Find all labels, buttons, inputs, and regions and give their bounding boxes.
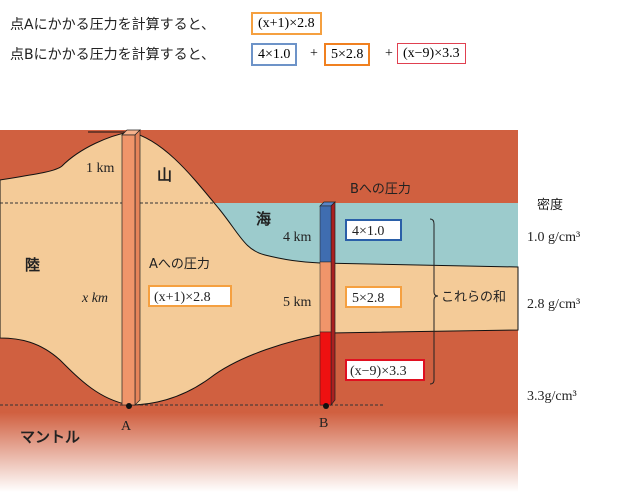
point-b-dot: [323, 403, 329, 409]
crust-depth-label: x km: [81, 291, 108, 306]
mantle-label: マントル: [20, 428, 80, 446]
column-b-crust-segment: [319, 261, 332, 333]
density-sea: 1.0 g/cm³: [527, 230, 580, 245]
pressure-a-formula: (x+1)×2.8: [154, 290, 211, 305]
point-a-label: A: [121, 419, 132, 434]
pressure-a-formula-box: [148, 285, 232, 307]
column-b-sea-segment: [319, 205, 332, 263]
sea-label: 海: [256, 210, 271, 228]
column-b: [319, 201, 336, 406]
density-mantle: 3.3g/cm³: [527, 389, 577, 404]
sea-depth-label: 4 km: [283, 230, 312, 245]
crust-b-depth-label: 5 km: [283, 295, 312, 310]
formula-b-term-2: 5×2.8: [324, 43, 371, 66]
point-a-dot: [126, 403, 132, 409]
density-header: 密度: [537, 197, 563, 213]
formula-a-box: (x+1)×2.8: [251, 12, 322, 35]
pressure-a-label: Aへの圧力: [149, 257, 210, 272]
formula-b-term-3: (x−9)×3.3: [397, 43, 466, 64]
pressure-b-label: Bへの圧力: [350, 182, 411, 197]
line-b-text: 点Bにかかる圧力を計算すると、: [10, 47, 216, 63]
column-a: [121, 129, 141, 406]
pressure-b-term-2-box: [345, 286, 402, 308]
mountain-label: 山: [157, 166, 172, 184]
land-label: 陸: [25, 256, 40, 274]
pressure-b-term-1: 4×1.0: [352, 224, 384, 239]
pressure-b-term-1-box: [345, 219, 402, 241]
column-b-mantle-segment: [319, 331, 332, 406]
sum-label: これらの和: [441, 290, 506, 305]
formula-b-term-1: 4×1.0: [251, 43, 298, 66]
line-a-text: 点Aにかかる圧力を計算すると、: [10, 17, 216, 33]
pressure-b-term-3: (x−9)×3.3: [350, 364, 407, 379]
density-crust: 2.8 g/cm³: [527, 297, 580, 312]
plus-1: +: [310, 46, 318, 61]
plus-2: +: [385, 46, 393, 61]
mountain-height-label: 1 km: [86, 161, 115, 176]
pressure-b-term-2: 5×2.8: [352, 291, 384, 306]
pressure-b-term-3-box: [345, 359, 425, 381]
point-b-label: B: [319, 416, 328, 431]
sum-brace: [429, 218, 439, 385]
